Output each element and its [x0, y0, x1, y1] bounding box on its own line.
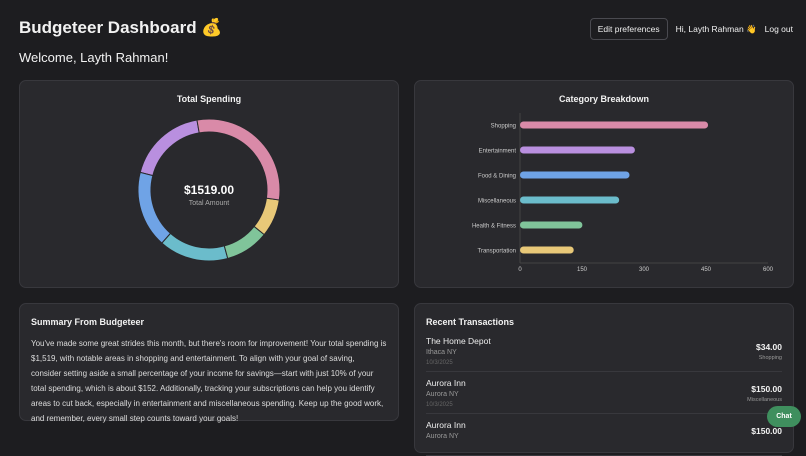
chat-button[interactable]: Chat: [767, 406, 801, 427]
transaction-amount: $150.00: [751, 426, 782, 436]
total-amount: $1519.00: [184, 183, 234, 197]
y-tick-label: Shopping: [491, 124, 516, 130]
transaction-category: Shopping: [758, 355, 782, 361]
page-title: Budgeteer Dashboard 💰: [19, 18, 223, 37]
logout-link[interactable]: Log out: [764, 24, 793, 34]
donut-slice-food-dining[interactable]: [137, 171, 172, 244]
transaction-category: Miscellaneous: [747, 397, 782, 403]
y-tick-label: Food & Dining: [478, 174, 516, 180]
y-tick-label: Health & Fitness: [472, 224, 516, 230]
money-bag-icon: 💰: [201, 18, 223, 37]
category-breakdown-card: Category Breakdown Shopping Entertainment…: [414, 80, 794, 288]
x-tick-label: 150: [577, 267, 588, 273]
y-tick-label: Entertainment: [479, 149, 517, 155]
transaction-name: Aurora Inn: [426, 420, 466, 430]
donut-slice-shopping[interactable]: [196, 118, 281, 201]
transaction-location: Aurora NY: [426, 433, 459, 440]
donut-chart: $1519.00 Total Amount: [137, 118, 281, 262]
transaction-row[interactable]: Aurora Inn Aurora NY $150.00: [426, 414, 782, 456]
transaction-date: 10/3/2025: [426, 402, 453, 408]
x-tick-label: 600: [763, 267, 774, 273]
transaction-row[interactable]: The Home Depot Ithaca NY 10/3/2025 $34.00 Sh…: [426, 330, 782, 372]
y-tick-label: Miscellaneous: [478, 199, 516, 205]
bar-health-fitness[interactable]: [520, 221, 583, 229]
bar-chart: Shopping Entertainment Food & Dining Miscel…: [472, 113, 774, 273]
summary-text: You've made some great strides this mont…: [31, 339, 387, 423]
donut-slice-miscellaneous[interactable]: [161, 232, 229, 262]
transaction-name: Aurora Inn: [426, 378, 466, 388]
x-tick-label: 450: [701, 267, 712, 273]
transaction-location: Ithaca NY: [426, 349, 457, 356]
card-title: Category Breakdown: [558, 94, 650, 104]
edit-preferences-button[interactable]: Edit preferences: [589, 18, 668, 40]
recent-transactions-card: Recent Transactions The Home Depot Ithaca…: [414, 303, 794, 456]
x-tick-label: 0: [518, 267, 522, 273]
bar-miscellaneous[interactable]: [520, 196, 620, 204]
bar-shopping[interactable]: [520, 121, 709, 129]
x-tick-label: 300: [639, 267, 650, 273]
bar-food-dining[interactable]: [520, 171, 630, 179]
total-amount-label: Total Amount: [189, 200, 230, 207]
transaction-location: Aurora NY: [426, 391, 459, 398]
donut-slice-health-fitness[interactable]: [223, 225, 265, 260]
bar-transportation[interactable]: [520, 246, 574, 254]
card-title: Total Spending: [176, 94, 242, 104]
transaction-amount: $150.00: [751, 384, 782, 394]
total-spending-card: Total Spending $1519.00 Total Amount: [19, 80, 399, 288]
summary-card: Summary From Budgeteer You've made some …: [19, 303, 399, 423]
y-tick-label: Transportation: [478, 249, 516, 255]
transaction-row[interactable]: Aurora Inn Aurora NY 10/3/2025 $150.00 Misce…: [426, 372, 782, 414]
card-title: Summary From Budgeteer: [31, 317, 145, 327]
donut-slice-transportation[interactable]: [253, 197, 280, 236]
user-greeting: Hi, Layth Rahman 👋: [675, 23, 757, 34]
welcome-message: Welcome, Layth Rahman!: [19, 50, 169, 65]
transaction-amount: $34.00: [756, 342, 782, 352]
bar-entertainment[interactable]: [520, 146, 635, 154]
transaction-name: The Home Depot: [426, 336, 491, 346]
transaction-date: 10/3/2025: [426, 360, 453, 366]
card-title: Recent Transactions: [426, 317, 515, 327]
donut-slice-entertainment[interactable]: [139, 119, 200, 177]
